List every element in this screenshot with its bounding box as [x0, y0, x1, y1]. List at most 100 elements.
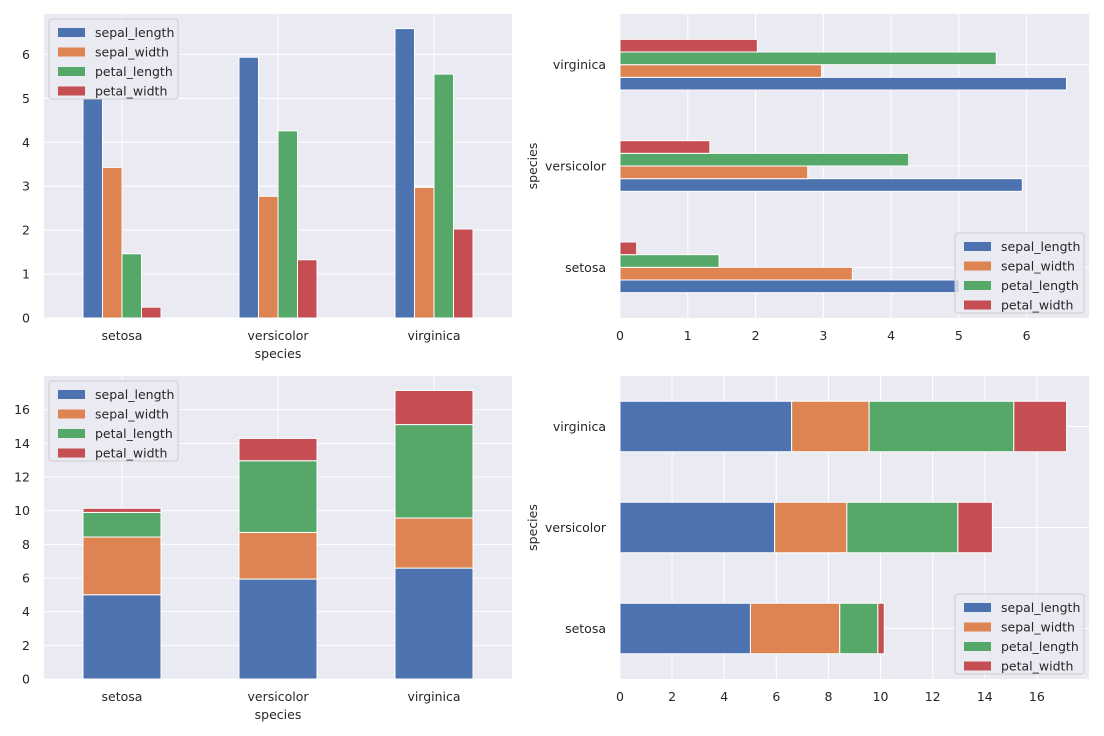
bar-petal_length — [619, 51, 997, 66]
bar-petal_length — [277, 130, 298, 319]
chart-4: 0 2 4 6 8 10 12 14 16 setosa versicolor virginica sp… — [525, 376, 1089, 704]
legend-label: petal_width — [95, 446, 167, 461]
category-label: setosa — [102, 328, 143, 343]
tick-label: 3 — [819, 328, 827, 343]
bar-sepal_length — [394, 567, 474, 680]
tick-label: 4 — [22, 604, 30, 619]
tick-label: 16 — [14, 402, 30, 417]
category-axis-ticks: setosa versicolor virginica — [545, 57, 607, 275]
tick-label: 8 — [824, 689, 832, 704]
tick-label: 14 — [14, 436, 30, 451]
legend: sepal_length sepal_width petal_lengthpetal… — [48, 18, 179, 100]
bars — [82, 389, 474, 680]
legend-swatch — [58, 448, 85, 458]
tick-label: 0 — [616, 328, 624, 343]
bar-sepal_length — [619, 279, 960, 294]
bar-sepal_width — [619, 165, 809, 180]
legend-label: sepal_width — [95, 407, 169, 422]
category-label: setosa — [102, 689, 143, 704]
bar-sepal_length — [619, 602, 751, 655]
legend-label: sepal_width — [1001, 259, 1075, 274]
bar-petal_length — [121, 253, 142, 319]
y-axis-label: species — [525, 504, 540, 551]
legend-label: sepal_length — [95, 387, 174, 402]
bar-petal_length — [619, 254, 720, 268]
legend-box — [48, 380, 179, 462]
bar-petal_length — [82, 511, 162, 538]
tick-label: 2 — [22, 638, 30, 653]
tick-label: 5 — [22, 91, 30, 106]
legend-label: petal_width — [95, 84, 167, 99]
tick-label: 3 — [22, 179, 30, 194]
legend-box — [954, 593, 1085, 675]
value-axis-ticks: 0 2 4 6 8 10 12 14 16 — [14, 402, 30, 686]
legend-swatch — [964, 242, 991, 251]
bar-sepal_length — [394, 28, 415, 319]
value-axis-ticks: 0 1 2 3 4 5 6 — [22, 47, 30, 326]
tick-label: 6 — [1023, 328, 1031, 343]
bar-petal_width — [82, 507, 162, 513]
legend-swatch — [964, 661, 991, 671]
tick-label: 1 — [22, 267, 30, 282]
legend-label: petal_length — [1001, 639, 1079, 654]
bar-sepal_width — [82, 536, 162, 596]
legend-swatch — [58, 429, 85, 438]
legend: sepal_length sepal_width petal_lengthpetal… — [954, 593, 1085, 675]
legend-label: sepal_width — [95, 45, 169, 60]
tick-label: 12 — [14, 470, 30, 485]
bar-sepal_width — [394, 517, 474, 569]
tick-label: 4 — [22, 135, 30, 150]
category-axis-ticks: setosa versicolor virginica — [102, 328, 461, 343]
bar-petal_length — [619, 152, 910, 167]
category-label: versicolor — [248, 689, 310, 704]
legend-swatch — [964, 603, 991, 612]
bar-sepal_length — [619, 501, 776, 554]
category-label: virginica — [553, 419, 606, 434]
bar-sepal_width — [238, 531, 318, 580]
x-axis-label: species — [255, 707, 302, 722]
bar-petal_width — [141, 306, 162, 319]
bar-petal_length — [433, 73, 454, 319]
bar-sepal_length — [238, 56, 259, 319]
category-label: virginica — [553, 57, 606, 72]
bar-petal_length — [839, 602, 879, 655]
legend-swatch — [58, 390, 85, 399]
tick-label: 6 — [772, 689, 780, 704]
tick-label: 2 — [22, 223, 30, 238]
bar-sepal_width — [414, 186, 435, 319]
bar-petal_width — [619, 241, 638, 256]
bar-petal_length — [238, 460, 318, 533]
value-axis-ticks: 0 2 4 6 8 10 12 14 16 — [616, 689, 1045, 704]
tick-label: 2 — [752, 328, 760, 343]
bar-sepal_width — [791, 400, 870, 453]
bar-sepal_width — [102, 166, 123, 319]
bar-petal_width — [619, 140, 711, 154]
bars — [82, 28, 474, 319]
legend-label: petal_length — [95, 64, 173, 79]
legend-box — [48, 18, 179, 100]
legend-label: sepal_length — [1001, 600, 1080, 615]
tick-label: 10 — [14, 503, 30, 518]
chart-1: 0 1 2 3 4 5 6 setosa versicolor virginica species s… — [22, 14, 512, 361]
legend-swatch — [964, 622, 991, 632]
legend-swatch — [58, 409, 85, 419]
bar-petal_width — [453, 228, 474, 319]
tick-label: 4 — [887, 328, 895, 343]
bar-sepal_length — [238, 578, 318, 680]
bar-sepal_width — [774, 501, 848, 554]
bar-petal_width — [297, 259, 318, 319]
bar-petal_width — [957, 501, 993, 554]
legend-swatch — [58, 47, 85, 57]
tick-label: 6 — [22, 47, 30, 62]
chart-3: 0 2 4 6 8 10 12 14 16 setosa versicolor virginica sp… — [14, 376, 512, 722]
x-axis-label: species — [255, 346, 302, 361]
tick-label: 16 — [1029, 689, 1045, 704]
bars — [619, 400, 1068, 655]
bars — [619, 38, 1067, 294]
bar-petal_length — [868, 400, 1015, 453]
tick-label: 2 — [668, 689, 676, 704]
category-label: virginica — [407, 689, 460, 704]
legend: sepal_length sepal_width petal_lengthpetal… — [954, 232, 1085, 314]
bar-sepal_length — [619, 400, 793, 453]
